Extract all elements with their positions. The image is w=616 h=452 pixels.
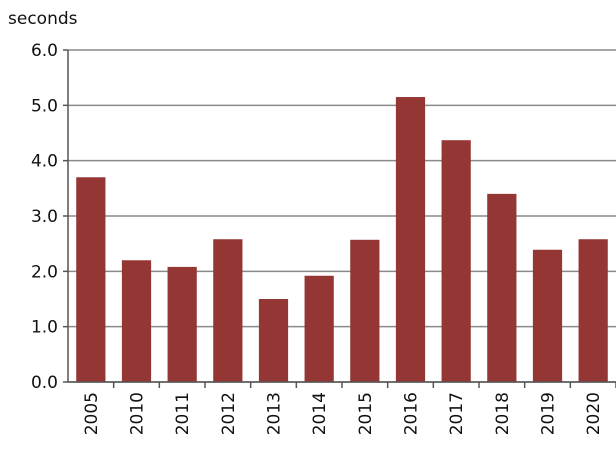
x-tick-label: 2014 <box>310 392 330 435</box>
bar <box>350 239 380 382</box>
x-tick-label: 2015 <box>356 392 376 435</box>
y-tick-label: 6.0 <box>31 41 58 61</box>
x-tick-label: 2005 <box>82 392 102 435</box>
y-tick-label: 2.0 <box>31 262 58 282</box>
bar <box>167 266 197 382</box>
x-tick-label: 2020 <box>584 392 604 435</box>
y-tick-label: 3.0 <box>31 207 58 227</box>
x-tick-label: 2010 <box>128 392 148 435</box>
x-tick-label: 2016 <box>402 392 422 435</box>
bar <box>487 193 517 382</box>
x-tick-label: 2019 <box>539 392 559 435</box>
bar <box>258 299 289 382</box>
x-tick-label: 2017 <box>447 392 467 435</box>
y-tick-label: 0.0 <box>31 373 58 393</box>
bar <box>578 239 608 382</box>
bar <box>304 275 334 382</box>
x-tick-label: 2018 <box>493 392 513 435</box>
bar <box>441 140 471 382</box>
y-tick-label: 1.0 <box>31 318 58 338</box>
bar <box>532 249 563 382</box>
y-axis-unit: seconds <box>8 9 78 29</box>
x-tick-label: 2013 <box>265 392 285 435</box>
y-tick-label: 5.0 <box>31 96 58 116</box>
bar <box>76 177 106 382</box>
y-tick-label: 4.0 <box>31 152 58 172</box>
x-tick-label: 2011 <box>173 392 193 435</box>
x-tick-label: 2012 <box>219 392 239 435</box>
bar <box>213 239 243 382</box>
bar <box>121 260 152 382</box>
bar <box>395 97 426 383</box>
